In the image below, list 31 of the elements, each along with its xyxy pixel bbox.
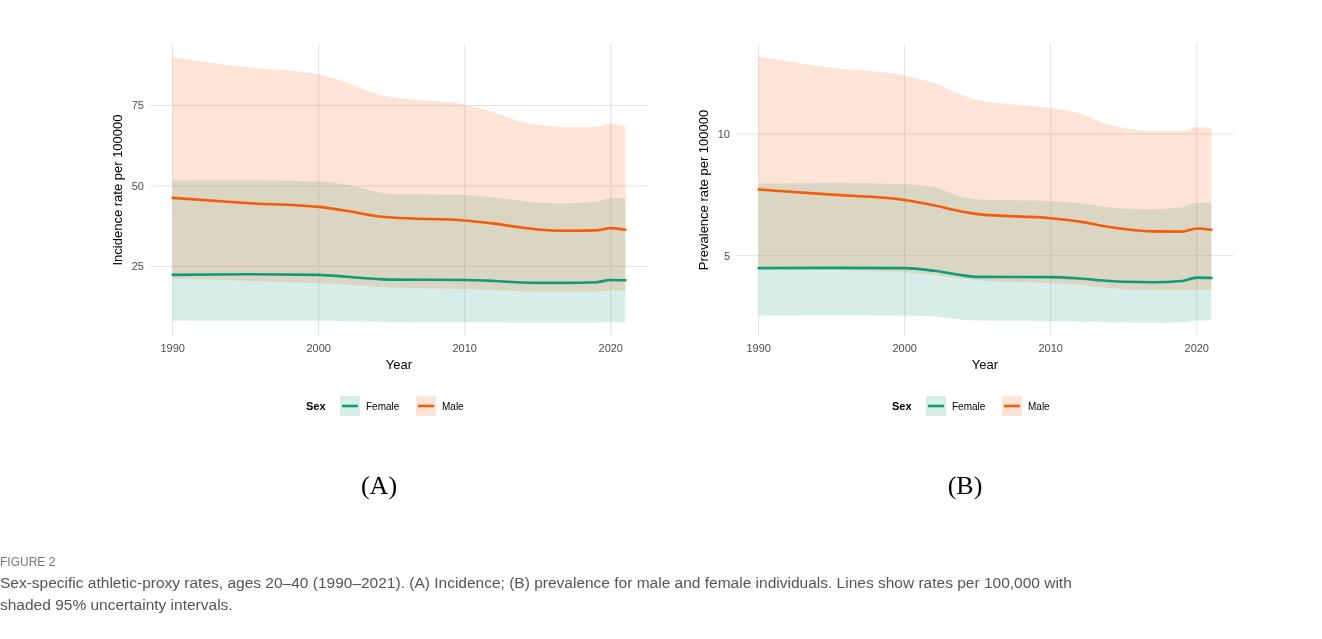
y-axis-title: Incidence rate per 100000 [110,114,125,266]
y-tick-label: 10 [717,127,730,140]
caption: FIGURE 2 [0,555,56,569]
y-axis-title: Prevalence rate per 100000 [696,109,711,271]
legend-label: Female [366,400,400,412]
x-axis-title: Year [971,357,999,372]
x-tick-label: 1990 [160,342,185,354]
x-tick-label: 1990 [746,342,771,354]
text: Sex-specific athletic-proxy rates, ages 20–40 (1990–2021). (A) Incidence; (B) prevalence for male and female individuals. Lines show rates per 100,000 with shaded 95% uncertainty intervals. [0,574,1072,613]
x-axis-title: Year [385,357,413,372]
y-tick-label: 5 [723,249,730,262]
x-tick-label: 2020 [1184,342,1209,354]
line-series [757,266,1213,284]
line-series [171,272,627,285]
x-tick-label: 2020 [598,342,623,354]
legend-label: Male [442,400,465,412]
y-tick-label: 75 [131,99,144,112]
x-tick-label: 2010 [1038,342,1063,354]
legend-label: Female [952,400,986,412]
legend-title: Sex [892,399,913,412]
line-series [171,196,627,233]
legend-title: Sex [306,399,327,412]
line-series [757,188,1213,233]
y-tick-label: 25 [131,260,144,273]
x-tick-label: 2000 [892,342,917,354]
text: (A) [360,471,398,500]
text: (B) [947,471,983,500]
y-tick-label: 50 [131,179,144,192]
x-tick-label: 2010 [452,342,477,354]
x-tick-label: 2000 [306,342,331,354]
legend-label: Male [1028,400,1051,412]
